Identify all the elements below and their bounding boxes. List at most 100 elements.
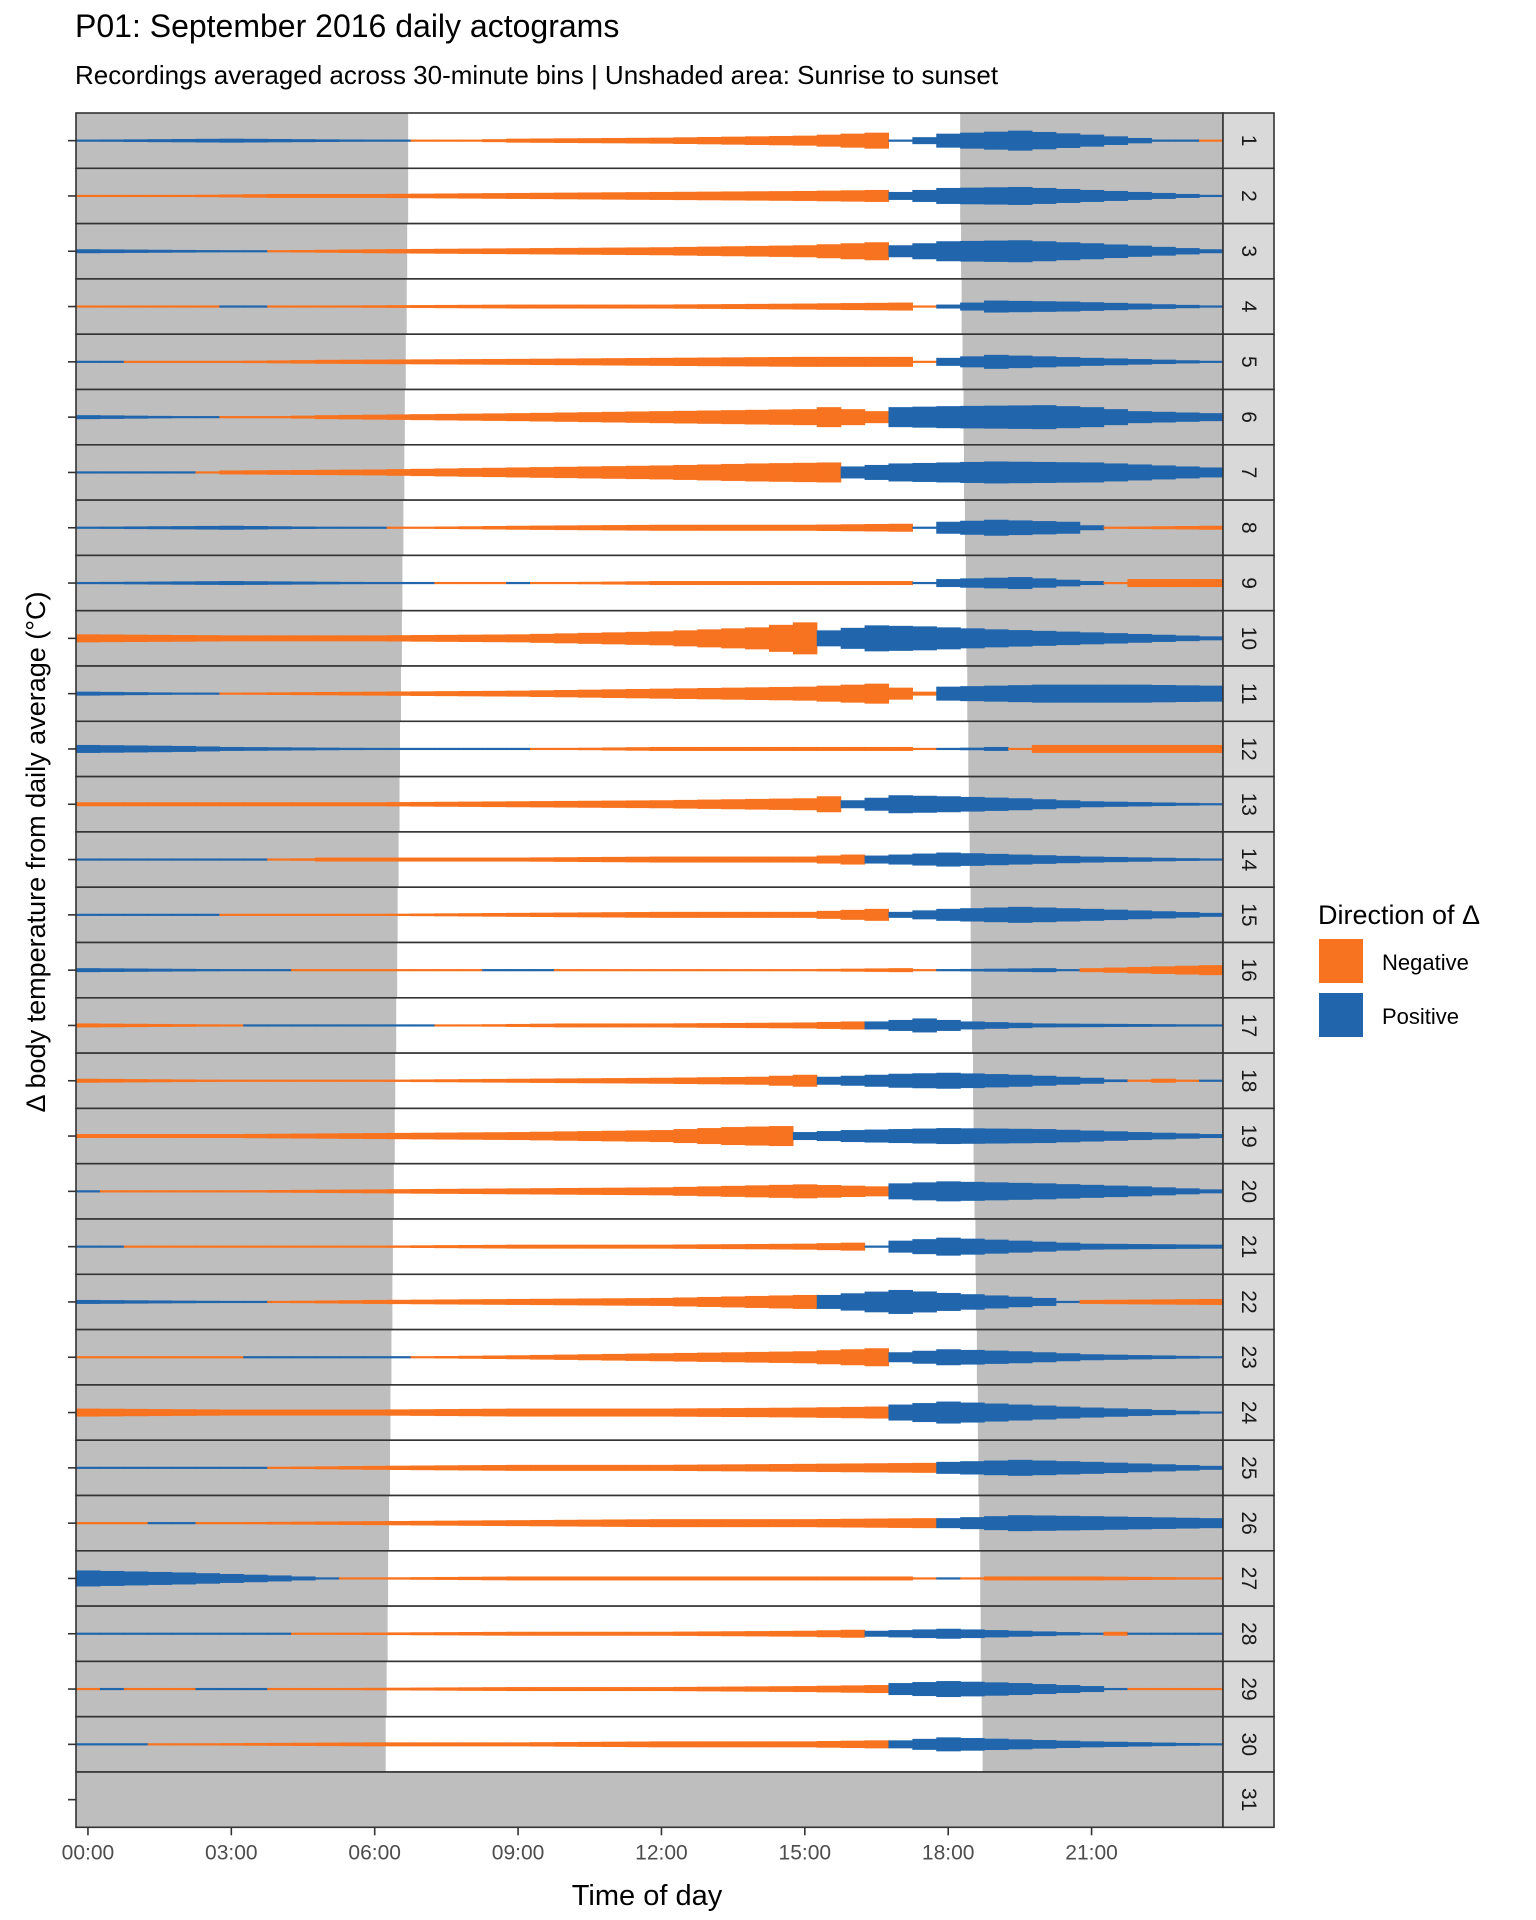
data-bar (1055, 1740, 1081, 1749)
data-bar (1175, 526, 1200, 530)
data-bar (195, 1743, 220, 1746)
data-bar (458, 359, 483, 365)
data-bar (482, 1631, 507, 1636)
data-bar (243, 360, 268, 364)
data-bar (553, 1131, 579, 1141)
data-bar (338, 249, 364, 253)
data-bar (721, 1244, 746, 1250)
data-bar (410, 1520, 436, 1526)
data-bar (1151, 911, 1176, 919)
data-bar (1031, 968, 1057, 973)
data-bar (745, 746, 770, 751)
data-bar (1007, 968, 1033, 972)
data-bar (960, 1349, 985, 1365)
facet-label: 8 (1237, 522, 1260, 534)
facet-label: 6 (1237, 411, 1260, 423)
data-bar (984, 1350, 1009, 1364)
data-bar (864, 1406, 890, 1419)
data-bar (1103, 526, 1129, 529)
data-bar (553, 747, 579, 751)
data-bar (1007, 685, 1033, 703)
data-bar (745, 357, 770, 367)
data-bar (936, 1518, 961, 1529)
data-bar (649, 1130, 674, 1143)
data-bar (912, 243, 937, 260)
data-bar (1127, 526, 1152, 529)
data-bar (601, 581, 627, 585)
data-bar (888, 854, 913, 865)
data-bar (553, 1298, 579, 1306)
data-bar (338, 526, 364, 529)
data-bar (386, 359, 412, 365)
facet-strip (1222, 1052, 1275, 1110)
data-bar (362, 414, 388, 420)
data-bar (171, 360, 197, 363)
data-bar (458, 581, 483, 585)
data-bar (147, 471, 173, 474)
data-bar (530, 358, 555, 366)
data-bar (577, 1408, 603, 1417)
data-bar (314, 1466, 340, 1470)
data-bar (362, 802, 388, 807)
data-bar (482, 690, 507, 697)
data-bar (267, 1133, 292, 1139)
data-bar (219, 416, 244, 419)
facet-strip (1222, 278, 1275, 335)
data-bar (434, 747, 459, 751)
data-bar (338, 747, 364, 751)
day-panel: 19 (68, 1107, 1275, 1165)
data-bar (267, 969, 292, 972)
data-bar (171, 1409, 197, 1416)
data-bar (147, 1466, 173, 1469)
data-bar (816, 581, 842, 586)
data-bar (697, 136, 722, 145)
legend-title: Direction of Δ (1318, 900, 1481, 930)
data-bar (1031, 1631, 1057, 1637)
data-bar (577, 138, 603, 144)
data-bar (673, 1464, 698, 1472)
data-bar (1199, 858, 1224, 861)
data-bar (1007, 240, 1033, 263)
data-bar (267, 1409, 292, 1416)
data-bar (697, 357, 722, 367)
day-panel: 28 (68, 1605, 1275, 1663)
data-bar (434, 1742, 459, 1747)
data-bar (912, 1577, 937, 1580)
data-bar (1079, 581, 1105, 586)
data-bar (76, 1570, 101, 1587)
data-bar (195, 1687, 220, 1691)
data-bar (864, 908, 890, 921)
data-bar (219, 746, 244, 751)
data-bar (291, 193, 316, 198)
data-bar (123, 745, 149, 753)
data-bar (1031, 1352, 1057, 1363)
data-bar (482, 1188, 507, 1195)
data-bar (506, 969, 531, 972)
data-bar (792, 798, 818, 811)
data-bar (171, 416, 197, 419)
data-bar (338, 359, 364, 364)
data-bar (99, 968, 125, 972)
data-bar (76, 968, 101, 973)
data-bar (314, 193, 340, 198)
data-bar (243, 1632, 268, 1635)
data-bar (1079, 632, 1105, 645)
data-bar (1175, 466, 1200, 479)
data-bar (888, 1073, 913, 1088)
data-bar (219, 802, 244, 807)
data-bar (864, 411, 890, 424)
data-bar (1199, 305, 1224, 308)
day-panel: 15 (68, 886, 1275, 944)
data-bar (721, 687, 746, 700)
data-bar (673, 1244, 698, 1249)
data-bar (792, 135, 818, 146)
data-bar (1103, 801, 1129, 807)
data-bar (386, 1079, 412, 1082)
data-bar (338, 802, 364, 807)
data-bar (577, 747, 603, 751)
data-bar (219, 1687, 244, 1691)
data-bar (1127, 1742, 1152, 1747)
data-bar (195, 802, 220, 807)
data-bar (649, 1464, 674, 1471)
data-bar (243, 1133, 268, 1139)
